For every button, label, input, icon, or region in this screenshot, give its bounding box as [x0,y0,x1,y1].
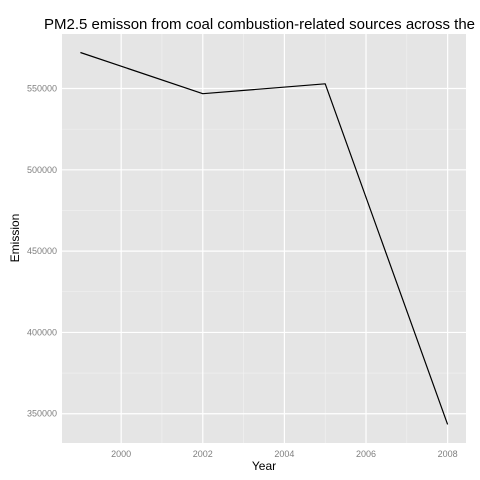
y-tick-label: 500000 [27,165,57,175]
x-axis-label: Year [252,459,276,473]
y-tick-label: 550000 [27,83,57,93]
y-axis-label: Emission [8,214,22,263]
grid-major [62,34,466,443]
x-tick-label: 2008 [438,449,458,459]
y-tick-label: 350000 [27,409,57,419]
x-tick-label: 2000 [111,449,131,459]
y-tick-label: 450000 [27,246,57,256]
x-tick-label: 2002 [193,449,213,459]
x-tick-label: 2004 [274,449,294,459]
y-tick-label: 400000 [27,327,57,337]
series-line [80,51,449,425]
grid-minor [62,34,466,443]
y-axis-ticks: 350000 400000 450000 500000 550000 [27,83,57,418]
plot-panel [62,34,466,443]
series-layer [80,51,449,425]
x-axis-ticks: 2000 2002 2004 2006 2008 [111,449,457,459]
x-tick-label: 2006 [356,449,376,459]
chart-title: PM2.5 emisson from coal combustion-relat… [44,16,480,33]
